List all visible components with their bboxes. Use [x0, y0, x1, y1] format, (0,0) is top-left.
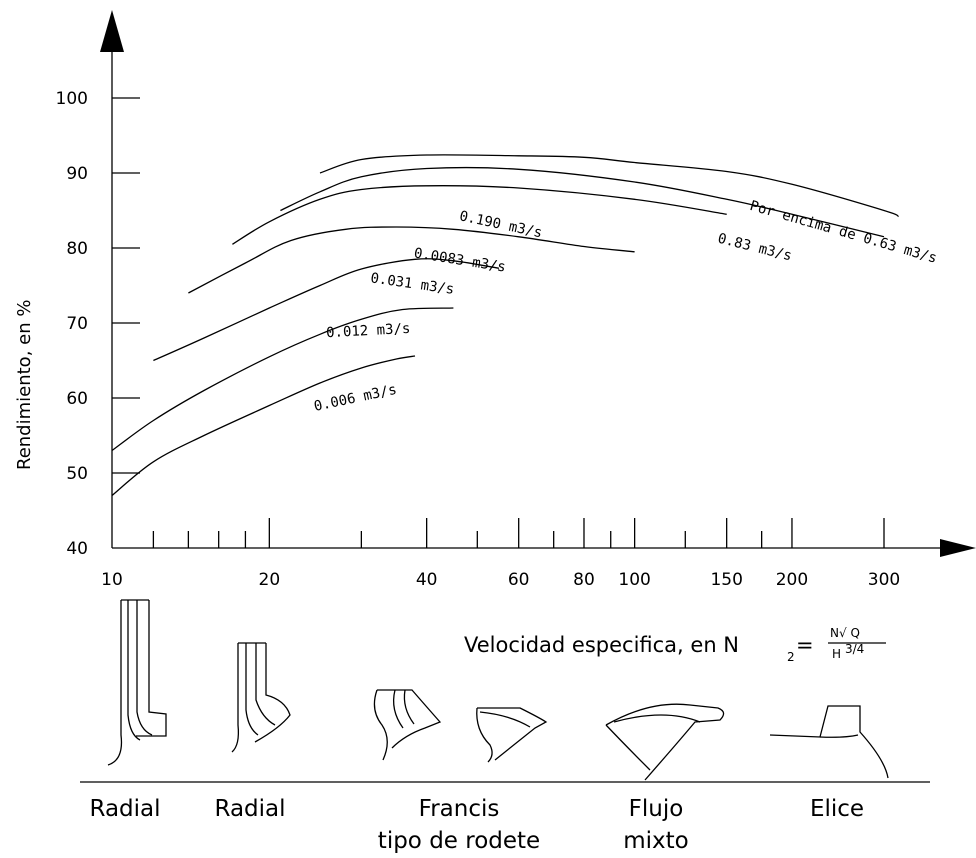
y-axis-label: Rendimiento, en %: [14, 300, 35, 470]
x-tick-label: 10: [101, 570, 123, 590]
efficiency-curve: [111, 355, 416, 497]
y-tick-label: 90: [66, 164, 88, 184]
formula-equals: =: [796, 633, 814, 657]
formula-subscript: 2: [787, 650, 795, 664]
efficiency-curve: [232, 185, 727, 245]
runner-label-francis: Francis: [419, 796, 500, 822]
x-tick-label: 80: [573, 570, 595, 590]
x-tick-label: 150: [710, 570, 742, 590]
curve-label: 0.012 m3/s: [326, 321, 411, 341]
runner-label-radial-1: Radial: [89, 796, 160, 822]
y-tick-label: 80: [66, 239, 88, 259]
runner-illustrations: [80, 599, 930, 783]
efficiency-curve: [111, 307, 454, 452]
x-tick-label: 20: [259, 570, 281, 590]
curve-labels: 0.006 m3/s 0.012 m3/s 0.031 m3/s0.0083 m3/…: [312, 198, 938, 415]
radial-runner-1: [107, 599, 167, 766]
runner-label-mixed: Flujo: [629, 796, 684, 822]
mixed-flow-runner: [605, 703, 725, 781]
formula-exponent: 3/4: [845, 642, 864, 656]
curve-label: 0.0083 m3/s: [413, 245, 507, 275]
y-tick-label: 100: [56, 89, 88, 109]
efficiency-curve: [319, 154, 899, 218]
efficiency-curves: [111, 154, 899, 497]
curve-label: 0.006 m3/s: [312, 382, 398, 415]
propeller-runner: [769, 705, 889, 779]
x-tick-label: 300: [868, 570, 900, 590]
curve-label: 0.031 m3/s: [369, 270, 455, 298]
specific-speed-formula: Velocidad especifica, en N 2 = N√ Q H 3/…: [464, 626, 886, 664]
runner-label-propeller: Elice: [810, 796, 864, 822]
runner-label-francis-sub: tipo de rodete: [378, 828, 540, 854]
y-axis-arrow: [100, 10, 124, 52]
efficiency-curve: [280, 166, 885, 238]
curve-label: 0.83 m3/s: [716, 231, 793, 265]
chart-axes: [100, 10, 976, 557]
radial-runner-2: [231, 642, 291, 753]
efficiency-curve: [153, 258, 500, 362]
formula-numerator: N√ Q: [830, 626, 860, 640]
runner-label-mixed-sub: mixto: [623, 828, 689, 854]
efficiency-curve: [188, 226, 635, 294]
y-tick-label: 60: [66, 389, 88, 409]
runner-labels: Radial Radial Francis tipo de rodete Flu…: [89, 796, 864, 854]
x-ticks: 10 20 40 60 80 100 150 200 300: [101, 518, 900, 590]
x-tick-label: 40: [416, 570, 438, 590]
curve-label: 0.190 m3/s: [458, 208, 544, 241]
y-tick-label: 70: [66, 314, 88, 334]
runner-label-radial-2: Radial: [214, 796, 285, 822]
x-tick-label: 60: [508, 570, 530, 590]
formula-denominator: H: [832, 647, 841, 661]
x-axis-arrow: [940, 539, 976, 557]
x-tick-label: 200: [776, 570, 808, 590]
x-tick-label: 100: [618, 570, 650, 590]
formula-label: Velocidad especifica, en N: [464, 633, 739, 657]
y-tick-label: 50: [66, 464, 88, 484]
y-ticks: 40 50 60 70 80 90 100: [56, 89, 140, 559]
y-tick-label: 40: [66, 539, 88, 559]
francis-runner-1: [373, 689, 442, 761]
francis-runner-2: [476, 707, 548, 763]
